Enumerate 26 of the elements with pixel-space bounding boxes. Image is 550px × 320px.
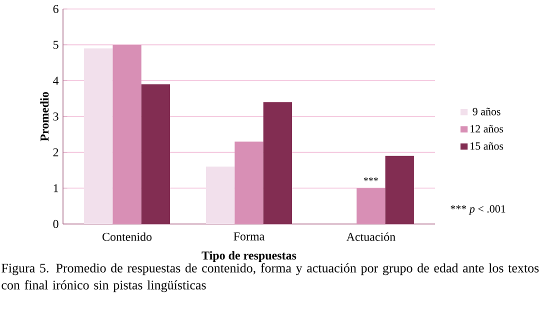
bar xyxy=(206,166,235,224)
text: *** p < .001 xyxy=(450,205,506,215)
bar xyxy=(112,44,142,224)
y-tick-label: 5 xyxy=(53,40,58,49)
bar xyxy=(84,48,113,224)
bar xyxy=(141,84,170,224)
bar xyxy=(263,102,292,224)
legend-label: 9 años xyxy=(472,108,500,116)
x-tick-label: Contenido xyxy=(102,232,152,241)
x-axis-title: Tipo de respuestas xyxy=(202,251,296,262)
bar xyxy=(385,156,414,224)
bar xyxy=(234,142,264,224)
y-axis-title: Promedio xyxy=(40,92,49,142)
y-tick-label: 0 xyxy=(53,220,58,228)
annotation: *** xyxy=(364,177,378,182)
legend-label: 12 años xyxy=(470,125,504,133)
x-tick-label: Actuación xyxy=(346,232,396,241)
legend-label: 15 años xyxy=(470,142,504,150)
y-tick-label: 4 xyxy=(53,76,59,85)
bar xyxy=(356,188,386,224)
x-tick-label: Forma xyxy=(234,232,264,240)
y-tick-label: 3 xyxy=(53,112,58,121)
y-tick-label: 2 xyxy=(53,148,58,156)
text: Figura 5. Promedio de respuestas de contenido, forma y actuación por grupo de edad ante los textos con final irónico sin pistas lingüísticas xyxy=(2,263,539,292)
y-tick-label: 6 xyxy=(53,4,58,14)
y-tick-label: 1 xyxy=(54,184,58,192)
